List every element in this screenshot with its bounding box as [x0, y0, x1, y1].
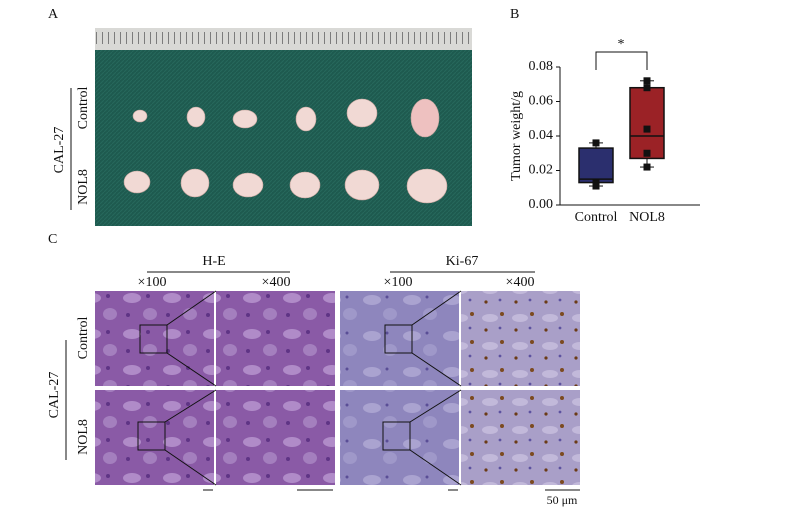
point	[643, 163, 651, 171]
panel-label: A	[48, 7, 59, 22]
point	[643, 125, 651, 133]
y-tick-label: 0.04	[529, 128, 554, 143]
zoom-boxes	[137, 290, 462, 486]
panel-c: C H-E ×100 ×400 Ki-67 ×100 ×400 Control …	[47, 232, 580, 507]
panel-b: B Tumor weight/g * 0.00 0.02 0.04 0.06 0.08 C…	[509, 7, 700, 225]
scale-bar-label: 50 μm	[547, 493, 578, 507]
micrographs	[95, 291, 580, 485]
ruler	[95, 28, 472, 50]
magnification: ×100	[138, 275, 167, 290]
box	[629, 86, 665, 160]
panel-label: B	[510, 7, 519, 22]
stain-label: H-E	[202, 254, 225, 269]
point	[592, 139, 600, 147]
row-label: NOL8	[76, 169, 91, 205]
panel-label: C	[48, 232, 57, 247]
significance-bracket	[595, 51, 648, 70]
point	[592, 182, 600, 190]
photo	[95, 50, 472, 226]
y-tick-label: 0.02	[529, 163, 554, 178]
cell-line-label: CAL-27	[52, 127, 67, 174]
point	[643, 149, 651, 157]
y-axis-label: Tumor weight/g	[509, 91, 524, 181]
point	[643, 84, 651, 92]
magnification: ×400	[506, 275, 535, 290]
y-tick-label: 0.00	[529, 197, 554, 212]
x-tick-label: Control	[575, 210, 618, 225]
row-label: Control	[76, 317, 91, 360]
cell-line-label: CAL-27	[47, 372, 62, 419]
tumors	[123, 98, 448, 204]
row-label: Control	[76, 87, 91, 130]
magnification: ×100	[384, 275, 413, 290]
y-tick-label: 0.08	[529, 59, 554, 74]
x-tick-label: NOL8	[629, 210, 665, 225]
magnification: ×400	[262, 275, 291, 290]
panel-a: A Control NOL8 CAL-27	[48, 7, 472, 226]
y-tick-label: 0.06	[529, 94, 554, 109]
significance: *	[618, 37, 625, 52]
point	[643, 77, 651, 85]
row-label: NOL8	[76, 419, 91, 455]
box	[578, 147, 614, 184]
stain-label: Ki-67	[446, 254, 479, 269]
